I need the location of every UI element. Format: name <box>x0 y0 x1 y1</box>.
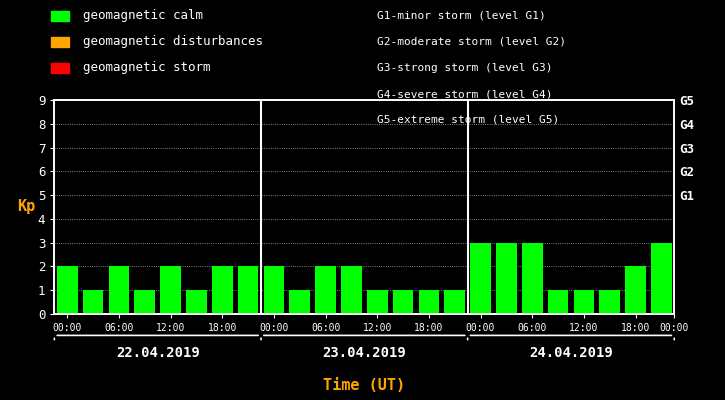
Text: G2-moderate storm (level G2): G2-moderate storm (level G2) <box>377 37 566 47</box>
Bar <box>444 290 465 314</box>
Bar <box>496 243 517 314</box>
Text: 23.04.2019: 23.04.2019 <box>323 346 406 360</box>
Text: geomagnetic calm: geomagnetic calm <box>83 10 204 22</box>
Bar <box>83 290 104 314</box>
Text: G1-minor storm (level G1): G1-minor storm (level G1) <box>377 11 546 21</box>
Text: G3-strong storm (level G3): G3-strong storm (level G3) <box>377 63 552 73</box>
Bar <box>109 266 129 314</box>
Bar <box>367 290 388 314</box>
Y-axis label: Kp: Kp <box>17 200 36 214</box>
Bar <box>651 243 671 314</box>
Text: Time (UT): Time (UT) <box>323 378 405 393</box>
Bar <box>547 290 568 314</box>
Text: geomagnetic disturbances: geomagnetic disturbances <box>83 36 263 48</box>
Bar <box>264 266 284 314</box>
Bar <box>315 266 336 314</box>
Bar <box>600 290 620 314</box>
Bar <box>418 290 439 314</box>
Bar <box>238 266 258 314</box>
Bar <box>471 243 491 314</box>
Bar <box>57 266 78 314</box>
Bar <box>186 290 207 314</box>
Bar <box>212 266 233 314</box>
Text: geomagnetic storm: geomagnetic storm <box>83 62 211 74</box>
Bar <box>289 290 310 314</box>
Bar <box>522 243 542 314</box>
Text: G5-extreme storm (level G5): G5-extreme storm (level G5) <box>377 115 559 125</box>
Bar <box>134 290 155 314</box>
Bar <box>341 266 362 314</box>
Text: 22.04.2019: 22.04.2019 <box>116 346 199 360</box>
Text: 24.04.2019: 24.04.2019 <box>529 346 613 360</box>
Text: G4-severe storm (level G4): G4-severe storm (level G4) <box>377 89 552 99</box>
Bar <box>393 290 413 314</box>
Bar <box>573 290 594 314</box>
Bar <box>160 266 181 314</box>
Bar <box>625 266 646 314</box>
